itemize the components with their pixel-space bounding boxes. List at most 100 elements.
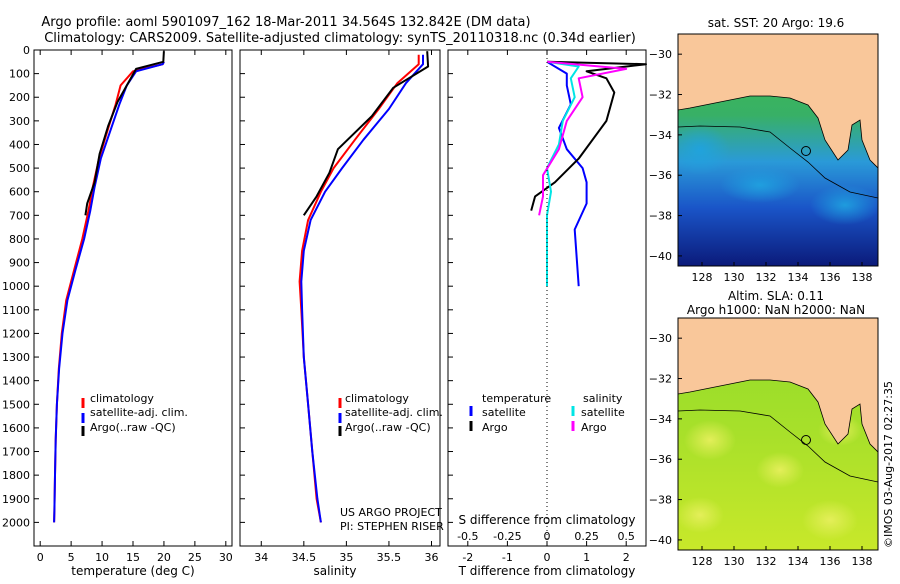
lon-tick-label: 132 bbox=[756, 271, 777, 284]
x-tick-label: 10 bbox=[95, 551, 109, 564]
lon-tick-label: 128 bbox=[692, 555, 713, 568]
t-difference-label: T difference from climatology bbox=[458, 564, 636, 578]
sla-map-subtitle: Argo h1000: NaN h2000: NaN bbox=[687, 303, 865, 317]
sla-map: Altim. SLA: 0.11 Argo h1000: NaN h2000: … bbox=[649, 289, 879, 568]
series-line-satellite bbox=[546, 60, 588, 287]
legend-label-satellite: satellite-adj. clim. bbox=[345, 406, 443, 419]
legend-label-argo: Argo(..raw -QC) bbox=[345, 421, 431, 434]
lon-tick-label: 136 bbox=[820, 555, 841, 568]
y-tick-label: 800 bbox=[9, 233, 30, 246]
sst-lon-ticks: 128 130 132 134 136 138 bbox=[692, 262, 873, 284]
lon-tick-label: 130 bbox=[724, 271, 745, 284]
sst-patch bbox=[810, 185, 878, 225]
sla-lat-ticks: −30 −32 −34 −36 −38 −40 bbox=[649, 332, 682, 547]
series-line-satellite-adj-clim bbox=[53, 61, 165, 523]
legend-label-sat-temp: satellite bbox=[482, 406, 526, 419]
x-tick-label: 36 bbox=[424, 551, 438, 564]
salinity-legend: climatology satellite-adj. clim. Argo(..… bbox=[338, 392, 443, 436]
lat-tick-label: −40 bbox=[649, 534, 672, 547]
sst-land bbox=[678, 34, 878, 169]
x-tick-label: -1 bbox=[502, 551, 513, 564]
x-tick-label: 0 bbox=[37, 551, 44, 564]
lat-tick-label: −34 bbox=[649, 129, 672, 142]
sla-patch bbox=[802, 500, 858, 540]
salinity-x-ticks: 34 34.5 35 35.5 36 bbox=[254, 50, 438, 564]
lat-tick-label: −36 bbox=[649, 453, 672, 466]
series-line-satellite bbox=[546, 60, 580, 287]
lat-tick-label: −36 bbox=[649, 169, 672, 182]
x-tick-label: -2 bbox=[462, 551, 473, 564]
y-tick-label: 1200 bbox=[2, 327, 30, 340]
sst-map-frame bbox=[677, 33, 879, 267]
sla-lon-ticks: 128 130 132 134 136 138 bbox=[692, 546, 873, 568]
temperature-panel: 0 5 10 15 20 25 30 0 100 200 300 400 500 600 700 800 90… bbox=[2, 44, 453, 578]
difference-panel: -2 -1 0 1 2 -0.5 -0.25 0 0.25 0.5 S difference fr… bbox=[447, 49, 647, 578]
difference-series-group bbox=[530, 50, 647, 546]
legend-label-argo: Argo(..raw -QC) bbox=[90, 421, 176, 434]
x-tick-label: 25 bbox=[188, 551, 202, 564]
legend-label-climatology: climatology bbox=[90, 392, 154, 405]
sla-patch bbox=[684, 420, 736, 460]
legend-salinity-heading: salinity bbox=[583, 392, 623, 405]
y-tick-label: 1700 bbox=[2, 446, 30, 459]
imos-credit: ©IMOS 03-Aug-2017 02:27:35 bbox=[882, 381, 895, 548]
salinity-x-label: salinity bbox=[313, 564, 356, 578]
sla-map-title: Altim. SLA: 0.11 bbox=[728, 289, 824, 303]
lat-tick-label: −38 bbox=[649, 494, 672, 507]
lat-tick-label: −30 bbox=[649, 332, 672, 345]
salinity-series-group bbox=[298, 51, 430, 523]
series-line-climatology bbox=[298, 54, 420, 523]
x-tick-label: 20 bbox=[157, 551, 171, 564]
y-tick-label: 500 bbox=[9, 162, 30, 175]
temperature-series-group bbox=[53, 51, 165, 523]
y-tick-label: 100 bbox=[9, 68, 30, 81]
credit-pi: PI: STEPHEN RISER bbox=[340, 520, 444, 533]
sst-argo-marker bbox=[801, 146, 811, 156]
sst-map-title: sat. SST: 20 Argo: 19.6 bbox=[708, 16, 845, 30]
lon-tick-label: 128 bbox=[692, 271, 713, 284]
x-tick-label: 35 bbox=[339, 551, 353, 564]
series-line-argo-raw-qc bbox=[302, 51, 430, 216]
x-tick-label: 5 bbox=[68, 551, 75, 564]
temperature-x-ticks: 0 5 10 15 20 25 30 bbox=[37, 50, 233, 564]
x-tick-label: 30 bbox=[219, 551, 233, 564]
lon-tick-label: 136 bbox=[820, 271, 841, 284]
series-line-argo bbox=[538, 60, 628, 216]
temperature-x-label: temperature (deg C) bbox=[71, 564, 194, 578]
sla-patch bbox=[756, 452, 804, 488]
y-tick-label: 1500 bbox=[2, 398, 30, 411]
y-tick-label: 1000 bbox=[2, 280, 30, 293]
legend-label-argo-temp: Argo bbox=[482, 421, 508, 434]
s-difference-tick-label: 0.5 bbox=[617, 530, 635, 543]
legend-label-climatology: climatology bbox=[345, 392, 409, 405]
s-difference-tick-label: 0 bbox=[544, 530, 551, 543]
sla-land bbox=[678, 318, 878, 453]
lat-tick-label: −32 bbox=[649, 373, 672, 386]
sst-lat-ticks: −30 −32 −34 −36 −38 −40 bbox=[649, 48, 682, 263]
difference-legend: temperature satellite Argo salinity sate… bbox=[469, 392, 625, 434]
s-difference-tick-label: 0.25 bbox=[574, 530, 599, 543]
y-tick-label: 1900 bbox=[2, 493, 30, 506]
y-tick-label: 1400 bbox=[2, 375, 30, 388]
sla-argo-marker bbox=[801, 435, 811, 445]
legend-label-argo-sal: Argo bbox=[581, 421, 607, 434]
credit-project: US ARGO PROJECT bbox=[340, 506, 442, 519]
y-tick-label: 2000 bbox=[2, 516, 30, 529]
lon-tick-label: 134 bbox=[788, 555, 809, 568]
salinity-panel: 34 34.5 35 35.5 36 salinity climatology sate… bbox=[239, 49, 444, 578]
sst-patch bbox=[720, 167, 800, 203]
temperature-legend: climatology satellite-adj. clim. Argo(..… bbox=[81, 392, 188, 436]
x-tick-label: 34 bbox=[254, 551, 268, 564]
sla-map-frame bbox=[677, 317, 879, 551]
lon-tick-label: 134 bbox=[788, 271, 809, 284]
s-difference-tick-label: -0.25 bbox=[493, 530, 521, 543]
y-tick-label: 1600 bbox=[2, 422, 30, 435]
difference-x-ticks: -2 -1 0 1 2 -0.5 -0.25 0 0.25 0.5 bbox=[457, 50, 635, 564]
y-tick-label: 300 bbox=[9, 115, 30, 128]
lon-tick-label: 138 bbox=[852, 271, 873, 284]
y-tick-label: 1800 bbox=[2, 469, 30, 482]
y-tick-label: 900 bbox=[9, 257, 30, 270]
y-tick-label: 600 bbox=[9, 186, 30, 199]
lat-tick-label: −34 bbox=[649, 413, 672, 426]
